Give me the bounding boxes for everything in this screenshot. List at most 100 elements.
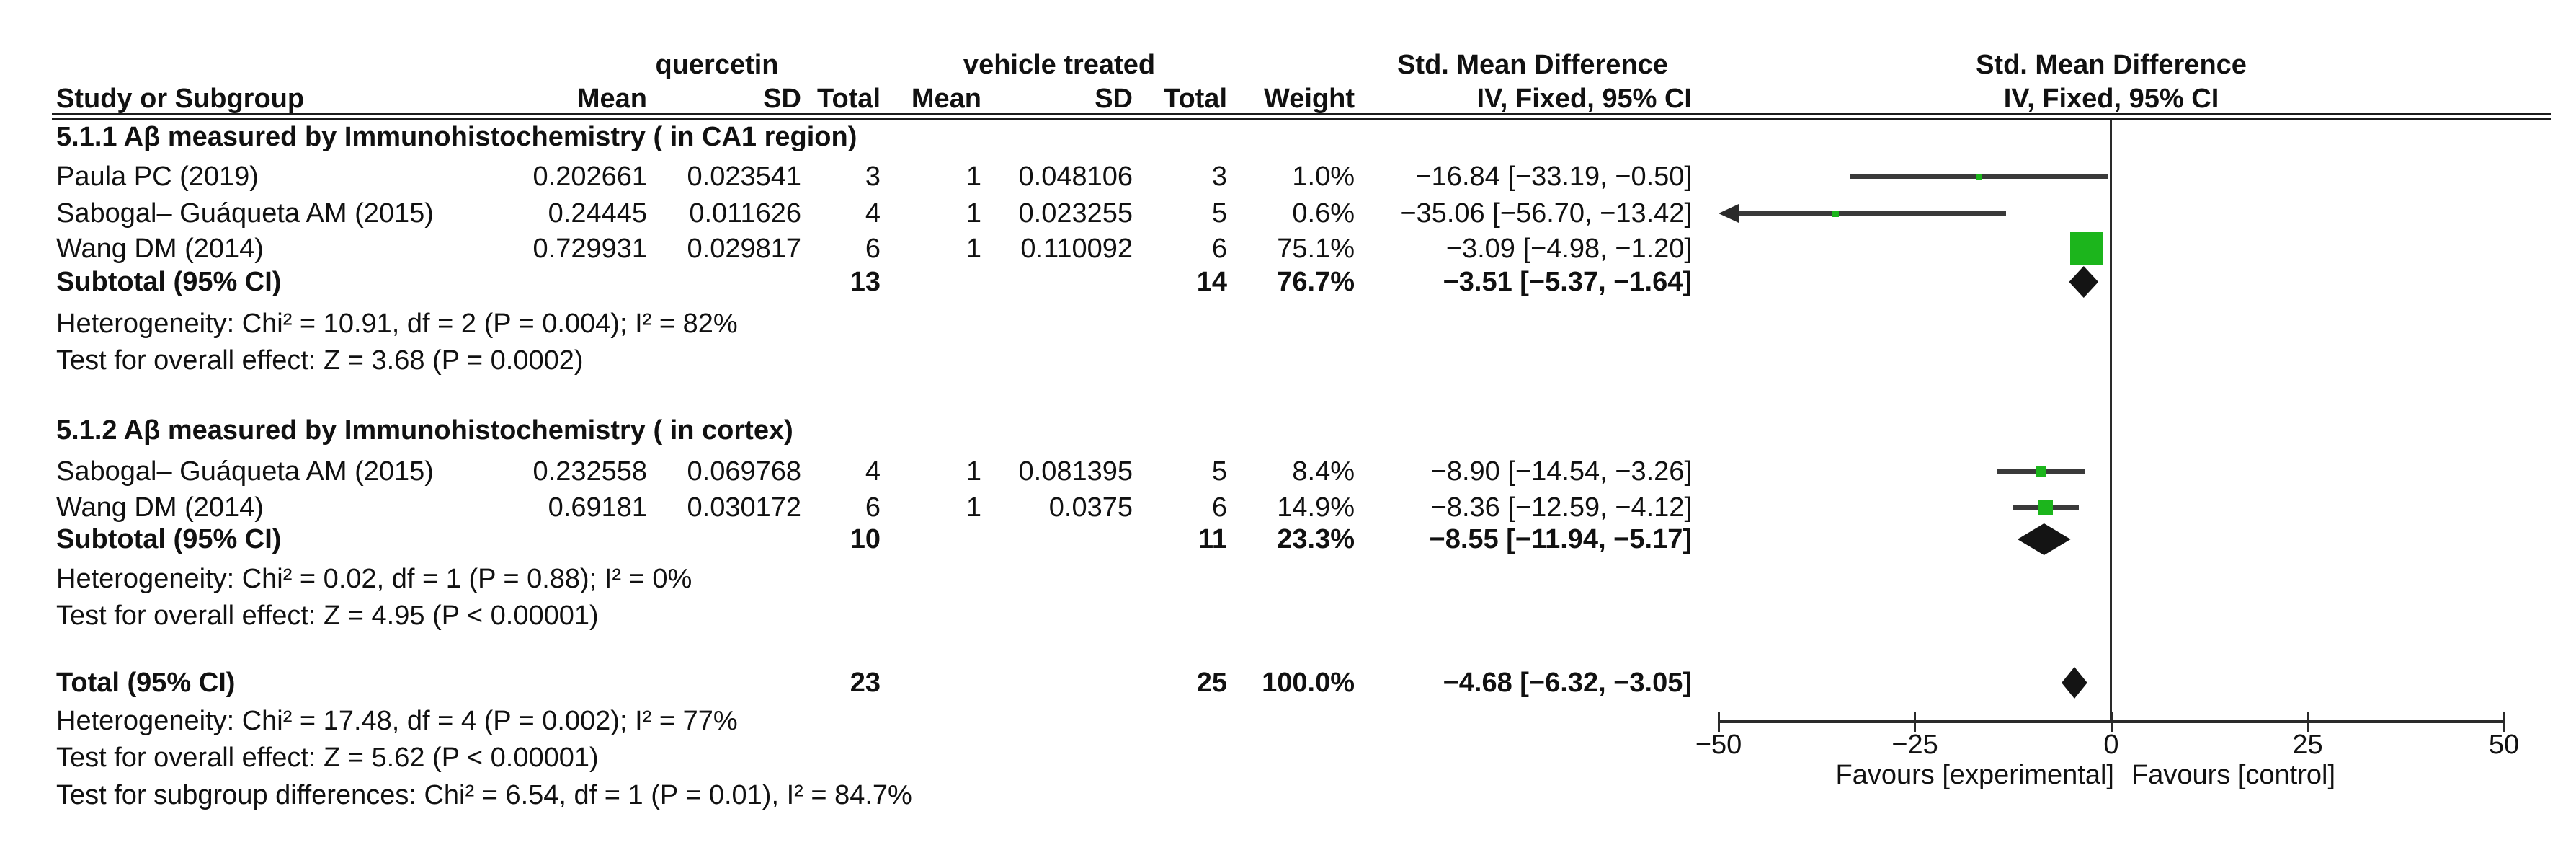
summary-label: Subtotal (95% CI)	[56, 267, 282, 297]
axis-tick-label: −50	[1695, 730, 1742, 760]
quercetin-sd: 0.069768	[687, 456, 802, 487]
note-line: Heterogeneity: Chi² = 0.02, df = 1 (P = …	[56, 564, 692, 594]
vehicle-mean: 1	[966, 492, 981, 523]
axis-tick-label: 0	[2103, 730, 2119, 760]
effect-estimate-square-marker	[2038, 500, 2053, 515]
quercetin-total: 23	[850, 668, 881, 698]
subgroup-section-title: 5.1.2 Aβ measured by Immunohistochemistr…	[56, 415, 793, 446]
axis-tick-label: 25	[2292, 730, 2323, 760]
vehicle-total-header: Total	[1164, 84, 1227, 114]
ci-text: −8.36 [−12.59, −4.12]	[1430, 492, 1692, 523]
effect-estimate-square-marker	[1832, 211, 1839, 217]
subgroup-section-title: 5.1.1 Aβ measured by Immunohistochemistr…	[56, 122, 857, 152]
quercetin-sd: 0.029817	[687, 234, 802, 264]
vehicle-sd: 0.110092	[1020, 234, 1133, 264]
pooled-effect-diamond	[2017, 523, 2071, 555]
ci-text: −35.06 [−56.70, −13.42]	[1400, 198, 1692, 229]
weight-column-header: Weight	[1264, 84, 1355, 114]
favours-control-label: Favours [control]	[2131, 760, 2335, 790]
quercetin-mean-header: Mean	[576, 84, 647, 114]
ci-text: −3.51 [−5.37, −1.64]	[1443, 267, 1692, 297]
weight-value: 100.0%	[1262, 668, 1355, 698]
vehicle-mean: 1	[966, 234, 981, 264]
note-line: Test for overall effect: Z = 4.95 (P < 0…	[56, 601, 599, 631]
quercetin-sd-header: SD	[763, 84, 801, 114]
weight-value: 0.6%	[1292, 198, 1355, 229]
note-line: Heterogeneity: Chi² = 10.91, df = 2 (P =…	[56, 309, 738, 339]
quercetin-sd: 0.011626	[689, 198, 801, 229]
effect-estimate-square-marker	[2070, 232, 2103, 265]
vehicle-mean: 1	[966, 198, 981, 229]
smd-column-title: Std. Mean Difference	[1397, 50, 1668, 80]
header-separator-line-top	[52, 113, 2551, 115]
vehicle-sd: 0.048106	[1018, 161, 1133, 192]
axis-tick	[1717, 712, 1720, 732]
note-line: Heterogeneity: Chi² = 17.48, df = 4 (P =…	[56, 706, 738, 736]
quercetin-mean: 0.69181	[548, 492, 647, 523]
study-name: Sabogal– Guáqueta AM (2015)	[56, 456, 434, 487]
axis-tick	[2110, 712, 2113, 732]
quercetin-total: 10	[850, 524, 881, 554]
ci-text: −16.84 [−33.19, −0.50]	[1415, 161, 1692, 192]
weight-value: 76.7%	[1277, 267, 1355, 297]
vehicle-total: 5	[1211, 198, 1227, 229]
smd-plot-title: Std. Mean Difference	[1976, 50, 2247, 80]
pooled-effect-diamond	[2062, 667, 2087, 699]
quercetin-total: 13	[850, 267, 881, 297]
quercetin-total: 4	[865, 198, 881, 229]
confidence-interval-line	[1734, 211, 2006, 216]
vehicle-total: 25	[1196, 668, 1227, 698]
quercetin-total: 6	[865, 492, 881, 523]
vehicle-total: 11	[1198, 524, 1227, 554]
axis-tick-label: −25	[1891, 730, 1938, 760]
ci-text: −8.55 [−11.94, −5.17]	[1429, 524, 1692, 554]
axis-tick	[1914, 712, 1916, 732]
ci-text: −8.90 [−14.54, −3.26]	[1430, 456, 1692, 487]
vehicle-mean: 1	[966, 456, 981, 487]
study-name: Sabogal– Guáqueta AM (2015)	[56, 198, 434, 229]
vehicle-group-title: vehicle treated	[963, 50, 1156, 80]
pooled-effect-diamond	[2069, 266, 2099, 298]
quercetin-total-header: Total	[817, 84, 881, 114]
study-column-header: Study or Subgroup	[56, 84, 305, 114]
summary-label: Subtotal (95% CI)	[56, 524, 282, 554]
vehicle-sd: 0.081395	[1018, 456, 1133, 487]
study-name: Paula PC (2019)	[56, 161, 259, 192]
quercetin-total: 3	[865, 161, 881, 192]
quercetin-total: 4	[865, 456, 881, 487]
favours-experimental-label: Favours [experimental]	[1835, 760, 2115, 790]
weight-value: 14.9%	[1277, 492, 1355, 523]
quercetin-mean: 0.24445	[548, 198, 647, 229]
effect-estimate-square-marker	[1976, 174, 1982, 180]
vehicle-mean-header: Mean	[911, 84, 981, 114]
ci-text: −4.68 [−6.32, −3.05]	[1443, 668, 1692, 698]
note-line: Test for overall effect: Z = 5.62 (P < 0…	[56, 743, 599, 773]
header-separator-line-bottom	[52, 118, 2551, 120]
weight-value: 75.1%	[1277, 234, 1355, 264]
study-name: Wang DM (2014)	[56, 234, 264, 264]
axis-tick	[2503, 712, 2505, 732]
quercetin-mean: 0.202661	[532, 161, 648, 192]
weight-value: 23.3%	[1277, 524, 1355, 554]
axis-tick	[2307, 712, 2309, 732]
ci-off-scale-left-arrow-icon	[1719, 204, 1739, 223]
quercetin-mean: 0.232558	[532, 456, 648, 487]
vehicle-total: 3	[1211, 161, 1227, 192]
vehicle-total: 6	[1211, 234, 1227, 264]
weight-value: 8.4%	[1292, 456, 1355, 487]
vehicle-sd: 0.023255	[1018, 198, 1133, 229]
zero-reference-line	[2110, 120, 2112, 723]
quercetin-group-title: quercetin	[655, 50, 779, 80]
vehicle-total: 6	[1211, 492, 1227, 523]
iv-fixed-ci-header: IV, Fixed, 95% CI	[1476, 84, 1692, 114]
note-line: Test for subgroup differences: Chi² = 6.…	[56, 780, 912, 810]
effect-estimate-square-marker	[2036, 466, 2046, 477]
ci-text: −3.09 [−4.98, −1.20]	[1445, 234, 1692, 264]
summary-label: Total (95% CI)	[56, 668, 236, 698]
vehicle-total: 14	[1196, 267, 1227, 297]
vehicle-sd-header: SD	[1095, 84, 1133, 114]
plot-iv-fixed-ci-header: IV, Fixed, 95% CI	[2003, 84, 2219, 114]
quercetin-total: 6	[865, 234, 881, 264]
study-name: Wang DM (2014)	[56, 492, 264, 523]
